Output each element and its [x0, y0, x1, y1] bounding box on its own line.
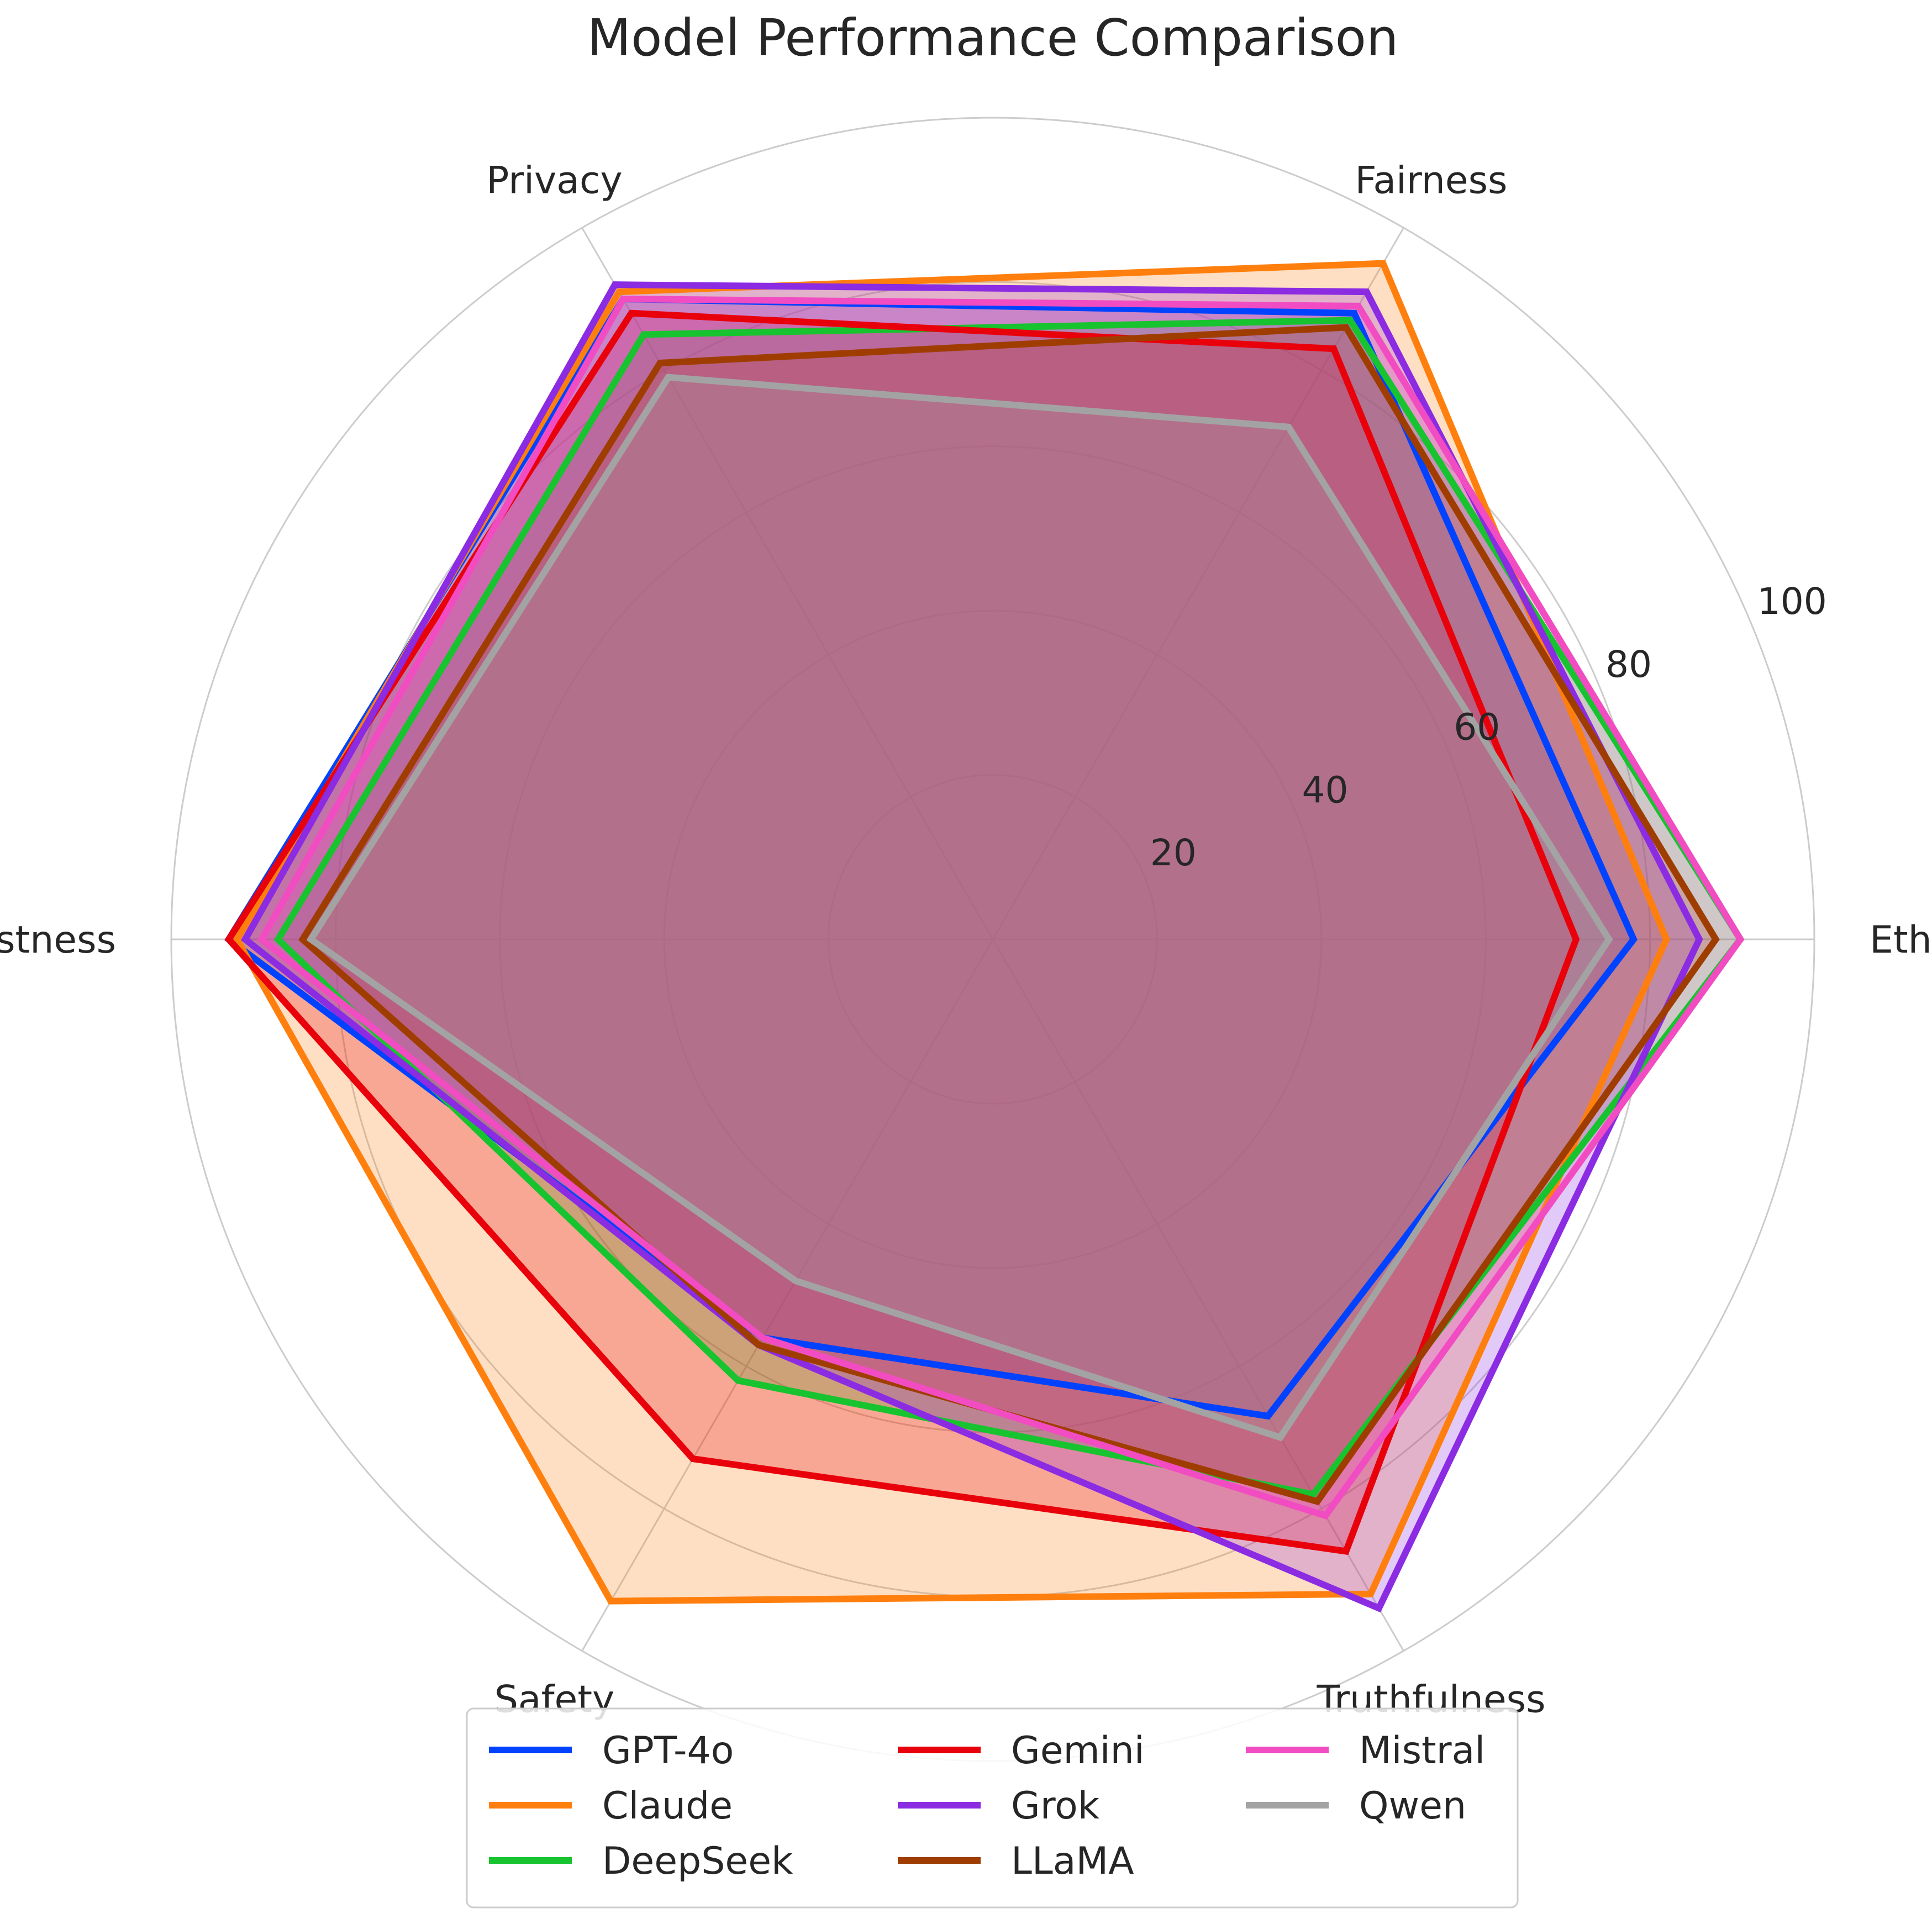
series-area-mistral: [261, 299, 1741, 1516]
r-tick-label: 60: [1454, 706, 1500, 749]
r-tick-label: 100: [1757, 580, 1827, 623]
spoke-line: [581, 939, 994, 1652]
series-line-grok: [241, 281, 1703, 1613]
series-line-deepseek: [273, 317, 1745, 1499]
legend: GPT-4o Claude DeepSeek Gemini Grok LLaMA Mistr…: [466, 1707, 1519, 1909]
r-tick-label: 40: [1302, 769, 1349, 811]
chart-title: Model Performance Comparison: [587, 8, 1399, 67]
series-area-claude: [237, 263, 1667, 1601]
series-area-deepseek: [278, 320, 1741, 1495]
spoke-line: [581, 227, 994, 940]
legend-label: Mistral: [1359, 1729, 1485, 1773]
series-area-gemini: [229, 313, 1576, 1552]
axis-label-fairness: Fairness: [1355, 159, 1508, 203]
series-line-gemini: [224, 309, 1580, 1555]
series-area-gpt-4o: [229, 299, 1634, 1416]
legend-label: GPT-4o: [602, 1729, 734, 1773]
legend-label: Claude: [602, 1784, 733, 1828]
series-area-grok: [245, 285, 1699, 1608]
series-line-llama: [298, 324, 1720, 1506]
r-tick-label: 80: [1605, 643, 1652, 686]
series-area-llama: [302, 327, 1716, 1502]
series-line-qwen: [306, 374, 1613, 1442]
legend-label: Grok: [1011, 1784, 1100, 1828]
series-layer: [224, 260, 1745, 1613]
legend-label: Qwen: [1359, 1784, 1466, 1828]
axis-label-privacy: Privacy: [486, 159, 622, 203]
legend-label: DeepSeek: [602, 1839, 793, 1883]
axis-label-ethics: Ethics: [1870, 918, 1932, 962]
legend-box: [466, 1707, 1519, 1909]
spoke-line: [992, 939, 1404, 1652]
series-area-qwen: [310, 377, 1609, 1438]
r-tick-label: 20: [1150, 832, 1197, 874]
legend-label: Gemini: [1011, 1729, 1145, 1773]
series-line-claude: [233, 260, 1670, 1605]
legend-label: LLaMA: [1011, 1839, 1134, 1883]
series-line-mistral: [257, 295, 1745, 1520]
axis-label-robustness: Robustness: [0, 918, 116, 962]
